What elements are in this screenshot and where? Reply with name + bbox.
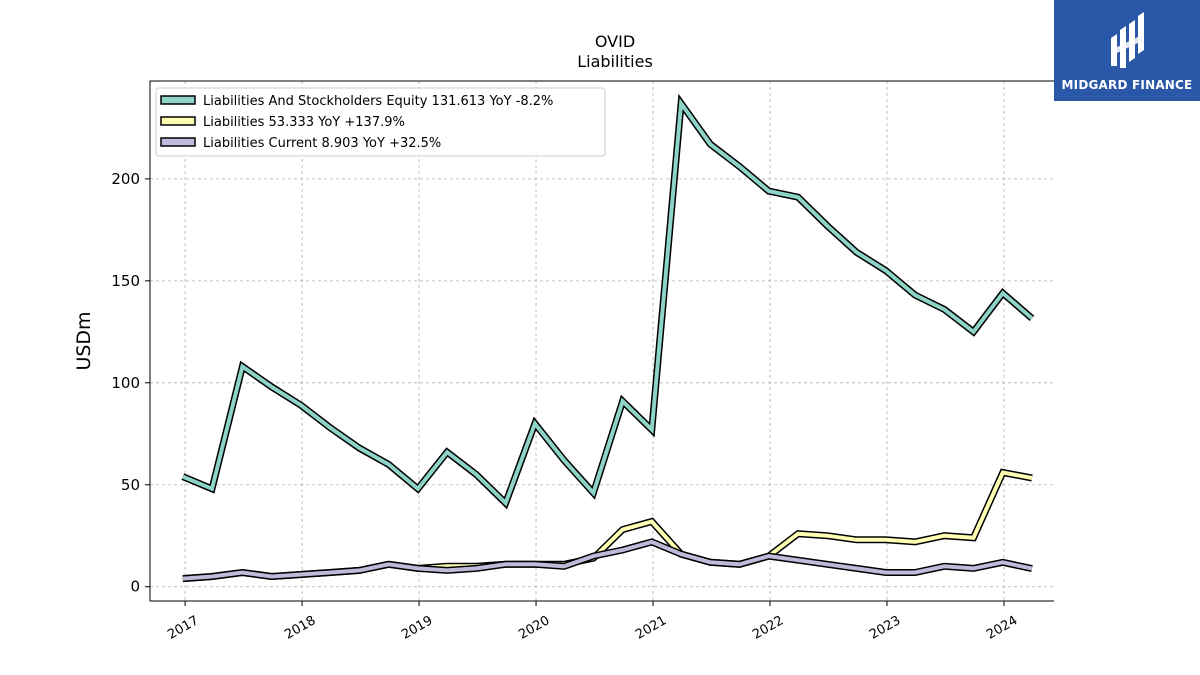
chart-title: OVID bbox=[595, 32, 635, 51]
plot-frame bbox=[149, 80, 1054, 602]
legend-label-3: Liabilities Current 8.903 YoY +32.5% bbox=[203, 136, 441, 151]
legend-box bbox=[155, 87, 606, 157]
chart-subtitle: Liabilities bbox=[577, 52, 653, 71]
x-axis-ticks: 2017 2018 2019 2020 2021 2022 2023 2024 bbox=[165, 601, 1020, 643]
series-line-2 bbox=[182, 470, 1033, 581]
series-line-1 bbox=[182, 97, 1034, 507]
series-line-3 bbox=[182, 539, 1033, 581]
brand-name: MIDGARD FINANCE bbox=[1061, 78, 1193, 92]
y-tick-label: 200 bbox=[111, 170, 140, 188]
y-axis-label: USDm bbox=[73, 311, 95, 370]
y-axis-ticks: 0 50 100 150 200 bbox=[111, 170, 150, 596]
grid-lines bbox=[150, 81, 1054, 601]
legend-swatch-2 bbox=[160, 116, 196, 126]
x-tick-label: 2022 bbox=[750, 613, 786, 643]
legend-label-1: Liabilities And Stockholders Equity 131.… bbox=[203, 94, 553, 109]
logo-mark-icon bbox=[1111, 12, 1144, 68]
series-line-outline-2 bbox=[182, 468, 1033, 583]
legend-label-2: Liabilities 53.333 YoY +137.9% bbox=[203, 115, 405, 130]
series-lines bbox=[181, 93, 1035, 583]
x-tick-label: 2020 bbox=[516, 613, 552, 643]
x-tick-label: 2017 bbox=[165, 613, 201, 643]
y-tick-label: 100 bbox=[111, 374, 140, 392]
x-tick-label: 2024 bbox=[984, 613, 1020, 643]
x-tick-label: 2019 bbox=[399, 613, 435, 643]
y-tick-label: 150 bbox=[111, 272, 140, 290]
x-tick-label: 2023 bbox=[867, 613, 903, 643]
legend: Liabilities And Stockholders Equity 131.… bbox=[155, 87, 606, 157]
legend-swatch-1 bbox=[160, 95, 196, 105]
x-tick-label: 2018 bbox=[282, 613, 318, 643]
x-tick-label: 2021 bbox=[633, 613, 669, 643]
legend-swatch-3 bbox=[160, 137, 196, 147]
y-tick-label: 50 bbox=[121, 476, 140, 494]
y-tick-label: 0 bbox=[130, 578, 140, 596]
brand-logo: MIDGARD FINANCE bbox=[1054, 0, 1200, 101]
